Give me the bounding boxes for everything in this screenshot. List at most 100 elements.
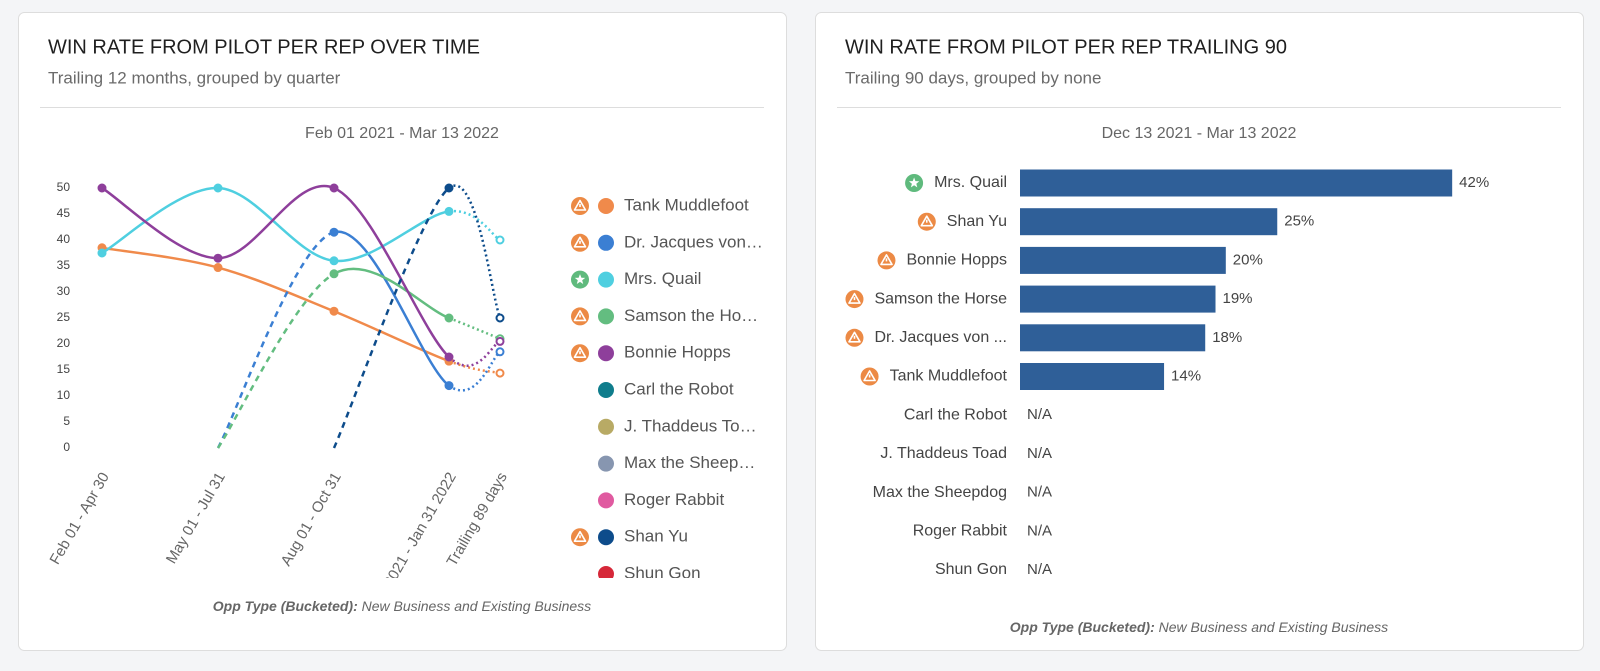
- line-segment: [448, 316, 501, 340]
- line-segment: [217, 266, 335, 313]
- point: [213, 183, 223, 193]
- category-label: Max the Sheepdog: [873, 484, 1007, 501]
- legend-label: Roger Rabbit: [624, 490, 724, 509]
- category-label: Shan Yu: [947, 213, 1007, 230]
- bar: [1020, 285, 1216, 313]
- line-segment: [448, 210, 501, 242]
- warning-glyph: [573, 199, 587, 211]
- point: [495, 235, 505, 245]
- value-label: 25%: [1284, 213, 1314, 230]
- value-label: 14%: [1171, 367, 1201, 384]
- y-tick-label: 5: [63, 414, 70, 428]
- category-label: Roger Rabbit: [913, 523, 1008, 540]
- legend-swatch: [598, 455, 614, 472]
- value-label: N/A: [1027, 445, 1052, 462]
- category-label: Dr. Jacques von ...: [874, 329, 1007, 346]
- legend-swatch: [598, 382, 614, 398]
- legend-swatch: [598, 234, 614, 251]
- legend: Tank Muddlefoot Dr. Jacques von… Mrs. Quai…: [571, 195, 763, 582]
- line-segment: [333, 310, 450, 363]
- chart-subtitle: Trailing 90 days, grouped by none: [845, 68, 1101, 87]
- value-label: 20%: [1233, 251, 1263, 268]
- point: [213, 263, 223, 273]
- category-label: Mrs. Quail: [934, 174, 1007, 191]
- date-range: Dec 13 2021 - Mar 13 2022: [1102, 125, 1297, 142]
- warning-glyph: [573, 530, 587, 542]
- legend-label: Dr. Jacques von…: [624, 232, 763, 251]
- y-tick-label: 25: [57, 310, 71, 324]
- legend-label: J. Thaddeus To…: [624, 416, 757, 435]
- line-segment: [217, 184, 335, 260]
- category-label: Bonnie Hopps: [906, 252, 1007, 269]
- y-tick-label: 0: [63, 440, 70, 454]
- point: [444, 313, 454, 323]
- y-tick-label: 15: [57, 362, 71, 376]
- point: [97, 248, 107, 258]
- legend-swatch: [598, 418, 614, 435]
- value-label: N/A: [1027, 522, 1052, 539]
- date-range: Feb 01 2021 - Mar 13 2022: [305, 125, 499, 142]
- warning-glyph: [848, 292, 861, 304]
- point: [495, 313, 505, 323]
- filter-note: Opp Type (Bucketed): New Business and Ex…: [1010, 619, 1388, 635]
- y-tick-label: 20: [57, 336, 71, 350]
- line-segment: [332, 187, 450, 449]
- line-segment: [333, 186, 450, 358]
- line-segment: [217, 186, 335, 263]
- point: [495, 368, 505, 378]
- line-segment: [333, 267, 450, 320]
- bar: [1020, 324, 1206, 352]
- y-tick-label: 45: [57, 206, 71, 220]
- point: [495, 336, 505, 346]
- point: [444, 381, 454, 391]
- bar: [1020, 363, 1165, 390]
- legend-label: Shan Yu: [624, 527, 688, 546]
- chart-title: WIN RATE FROM PILOT PER REP TRAILING 90: [845, 36, 1287, 58]
- point: [213, 253, 223, 263]
- y-tick-label: 40: [57, 232, 71, 246]
- point: [329, 183, 339, 193]
- bar: [1020, 208, 1278, 236]
- line-segment: [448, 184, 502, 319]
- line-segment: [101, 186, 219, 255]
- y-tick-label: 30: [57, 284, 71, 298]
- point: [444, 206, 454, 216]
- warning-glyph: [880, 254, 893, 266]
- filter-label: Opp Type (Bucketed):: [1010, 619, 1155, 635]
- line-segment: [448, 340, 501, 367]
- legend-label: Max the Sheep…: [624, 453, 755, 472]
- legend-label: Bonnie Hopps: [624, 343, 731, 362]
- line-segment: [333, 210, 450, 263]
- point: [329, 227, 339, 237]
- filter-value: New Business and Existing Business: [1159, 619, 1389, 635]
- legend-swatch: [598, 271, 614, 288]
- legend-swatch: [598, 529, 614, 546]
- filter-note: Opp Type (Bucketed): New Business and Ex…: [213, 598, 591, 614]
- filter-value: New Business and Existing Business: [362, 598, 592, 614]
- legend-swatch: [598, 308, 614, 325]
- value-label: 19%: [1223, 290, 1253, 307]
- y-tick-label: 35: [57, 258, 71, 272]
- legend-swatch: [598, 198, 614, 214]
- legend-label: Shun Gon: [624, 563, 701, 582]
- warning-glyph: [573, 310, 587, 322]
- legend-label: Carl the Robot: [624, 379, 734, 398]
- value-label: 18%: [1212, 329, 1242, 346]
- bar: [1020, 169, 1453, 197]
- star-glyph: [908, 177, 920, 188]
- point: [329, 269, 339, 279]
- bar: [1020, 246, 1226, 274]
- value-label: N/A: [1027, 484, 1052, 501]
- warning-glyph: [573, 346, 587, 358]
- line-segment: [448, 359, 501, 375]
- line-segment: [216, 272, 335, 449]
- point: [97, 183, 107, 193]
- category-label: Carl the Robot: [904, 406, 1008, 423]
- category-label: Shun Gon: [935, 561, 1007, 578]
- card: [18, 12, 787, 651]
- chart-title: WIN RATE FROM PILOT PER REP OVER TIME: [48, 36, 480, 58]
- line-segment: [333, 230, 450, 387]
- legend-swatch: [598, 492, 614, 509]
- warning-glyph: [848, 331, 861, 343]
